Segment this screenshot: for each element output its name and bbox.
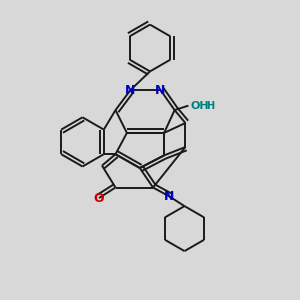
Text: N: N bbox=[155, 83, 166, 97]
Text: OH: OH bbox=[190, 100, 209, 111]
Text: H: H bbox=[206, 101, 215, 111]
Text: N: N bbox=[164, 190, 175, 203]
Text: N: N bbox=[125, 83, 136, 97]
Text: O: O bbox=[94, 191, 104, 205]
